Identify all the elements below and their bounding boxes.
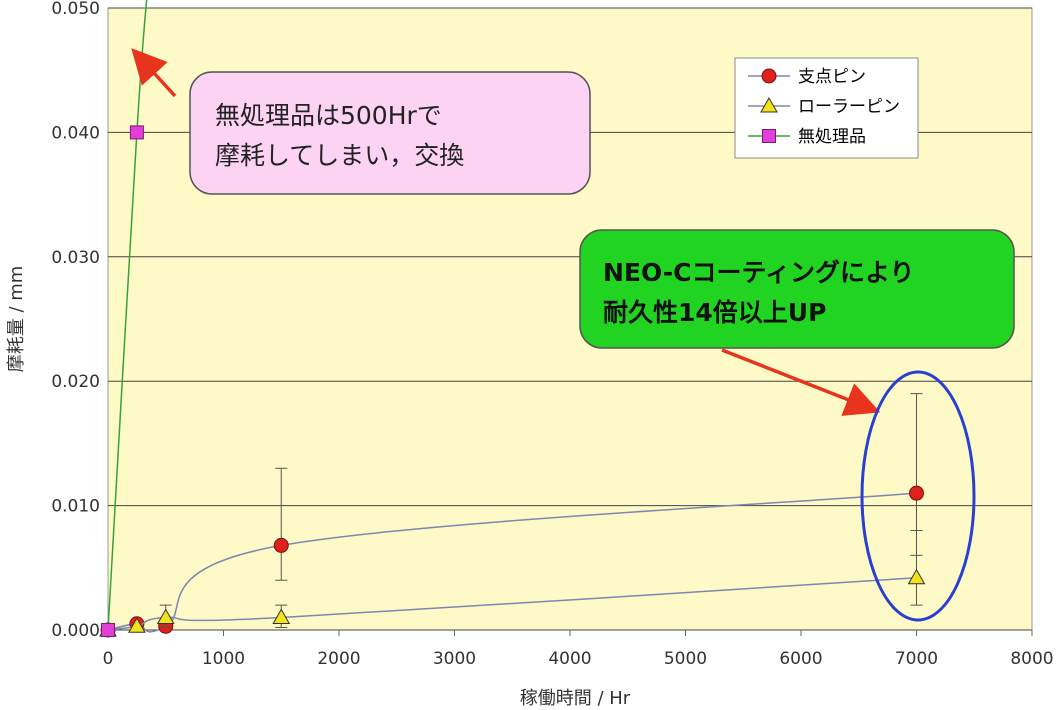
annotation-untreated-line-1: 無処理品は500Hrで: [215, 101, 442, 130]
annotation-neo-c: NEO-Cコーティングにより 耐久性14倍以上UP: [579, 229, 1015, 349]
x-tick-label: 4000: [548, 649, 591, 669]
data-point: [909, 485, 924, 501]
y-tick-label: 0.040: [51, 123, 100, 143]
y-tick-label: 0.030: [51, 248, 100, 268]
annotation-untreated: 無処理品は500Hrで 摩耗してしまい，交換: [189, 71, 591, 195]
data-point: [101, 623, 115, 637]
annotation-neo-c-line-1: NEO-Cコーティングにより: [603, 258, 914, 287]
x-tick-label: 8000: [1010, 649, 1053, 669]
y-tick-label: 0.010: [51, 497, 100, 517]
legend-label: ローラーピン: [798, 97, 900, 117]
legend-marker: [760, 96, 778, 113]
y-tick-labels: 0.000 0.010 0.020 0.030 0.040 0.050: [51, 0, 100, 641]
y-axis-label: 摩耗量 / mm: [6, 266, 27, 373]
y-tick-label: 0.050: [51, 0, 100, 19]
series-line: [107, 0, 148, 631]
data-point: [156, 608, 175, 625]
series-layer: [99, 0, 926, 638]
data-point: [273, 537, 289, 553]
data-point: [129, 125, 144, 140]
data-point: [128, 617, 146, 633]
x-tick-label: 2000: [317, 649, 360, 669]
y-tick-label: 0.020: [51, 372, 100, 392]
x-tick-label: 1000: [202, 649, 245, 669]
x-tick-label: 0: [103, 649, 114, 669]
x-tick-label: 7000: [895, 649, 938, 669]
annotation-neo-c-arrow: [721, 348, 881, 416]
annotation-neo-c-line-2: 耐久性14倍以上UP: [603, 298, 826, 327]
x-axis-label: 稼働時間 / Hr: [520, 688, 631, 709]
annotation-untreated-box: [189, 71, 591, 195]
x-tick-label: 6000: [779, 649, 822, 669]
highlight-ellipse: [860, 370, 976, 622]
x-tick-label: 3000: [433, 649, 476, 669]
y-tick-label: 0.000: [51, 621, 100, 641]
annotation-untreated-line-2: 摩耗してしまい，交換: [215, 141, 464, 170]
data-point: [272, 608, 291, 625]
legend-label: 支点ピン: [798, 67, 866, 87]
x-tick-label: 5000: [664, 649, 707, 669]
legend-label: 無処理品: [798, 127, 866, 147]
legend-marker: [762, 129, 776, 143]
annotation-untreated-arrow: [131, 48, 177, 98]
x-tick-labels: 0 1000 2000 3000 4000 5000 6000 7000 8000: [103, 630, 1054, 669]
annotation-neo-c-box: [579, 229, 1015, 349]
data-point: [907, 568, 926, 585]
legend-marker: [761, 68, 777, 84]
series-2: [101, 0, 148, 637]
